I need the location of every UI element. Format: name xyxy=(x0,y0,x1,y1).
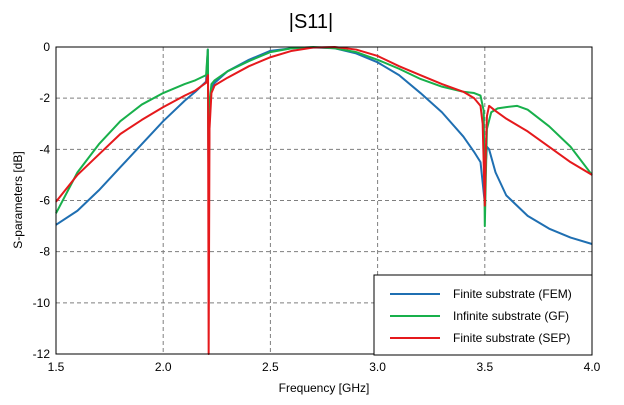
plot-frame xyxy=(55,46,593,355)
y-tick-label: -12 xyxy=(33,347,51,361)
y-tick-labels: 0 -2 -4 -6 -8 -10 -12 xyxy=(33,40,51,361)
y-tick-label: -4 xyxy=(39,142,50,156)
x-tick-labels: 1.5 2.0 2.5 3.0 3.5 4.0 xyxy=(48,360,601,374)
legend-label-1: Finite substrate (FEM) xyxy=(453,287,572,301)
legend-label-2: Infinite substrate (GF) xyxy=(453,309,569,323)
y-tick-label: -8 xyxy=(39,245,50,259)
y-tick-label: -10 xyxy=(33,296,51,310)
legend-label-3: Finite substrate (SEP) xyxy=(453,331,570,345)
x-axis-label: Frequency [GHz] xyxy=(279,381,370,395)
legend: Finite substrate (FEM) Infinite substrate… xyxy=(373,274,593,356)
y-tick-label: 0 xyxy=(43,40,50,54)
y-axis-label: S-parameters [dB] xyxy=(11,151,25,248)
x-tick-label: 2.0 xyxy=(155,360,172,374)
x-tick-label: 3.5 xyxy=(476,360,493,374)
chart-title: |S11| xyxy=(289,11,334,33)
x-tick-label: 2.5 xyxy=(262,360,279,374)
x-tick-label: 3.0 xyxy=(369,360,386,374)
x-tick-label: 4.0 xyxy=(584,360,601,374)
y-tick-label: -6 xyxy=(39,194,50,208)
y-tick-label: -2 xyxy=(39,91,50,105)
x-tick-label: 1.5 xyxy=(48,360,65,374)
